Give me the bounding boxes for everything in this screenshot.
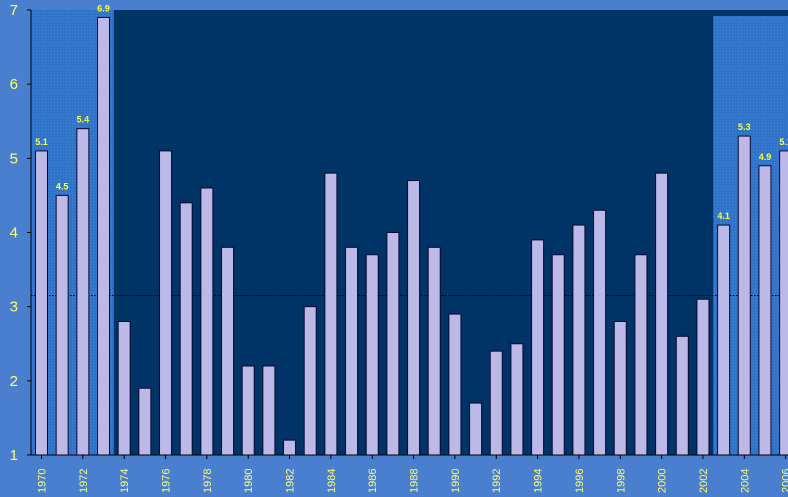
bar-1974 xyxy=(117,321,131,456)
bar-1993 xyxy=(510,343,524,456)
bar-1989 xyxy=(427,246,441,456)
bar-2005 xyxy=(758,165,772,456)
x-tick-label: 2002 xyxy=(698,469,710,493)
x-tick-label: 1980 xyxy=(243,469,255,493)
x-tick-label: 1972 xyxy=(78,469,90,493)
bar-1978 xyxy=(200,187,214,456)
bar-1979 xyxy=(221,246,235,456)
y-tick-label: 3 xyxy=(10,299,18,316)
y-tick-label: 4 xyxy=(10,225,18,242)
bar-1971 xyxy=(55,194,69,456)
bar-1992 xyxy=(489,350,503,456)
x-tick-label: 1984 xyxy=(326,469,338,493)
y-tick-label: 1 xyxy=(10,447,18,464)
bar-2000 xyxy=(655,172,669,456)
bar-2002 xyxy=(696,298,710,456)
x-tick-label: 1992 xyxy=(491,469,503,493)
bar-1973 xyxy=(97,16,111,456)
bar-1986 xyxy=(365,254,379,456)
x-tick-label: 1982 xyxy=(285,469,297,493)
bar-1976 xyxy=(159,150,173,456)
bar-1985 xyxy=(345,246,359,456)
bar-1984 xyxy=(324,172,338,456)
bar-1983 xyxy=(303,306,317,456)
y-tick-label: 2 xyxy=(10,373,18,390)
bar-1998 xyxy=(613,321,627,456)
x-tick-label: 1978 xyxy=(202,469,214,493)
data-label-1970: 5.1 xyxy=(35,137,48,147)
x-tick-label: 1976 xyxy=(161,469,173,493)
bar-1991 xyxy=(469,402,483,456)
bar-1999 xyxy=(634,254,648,456)
bar-1975 xyxy=(138,387,152,456)
bar-1997 xyxy=(593,209,607,456)
bar-1994 xyxy=(531,239,545,456)
bar-1988 xyxy=(407,180,421,456)
bar-1980 xyxy=(241,365,255,456)
data-label-2006: 5.1 xyxy=(779,137,788,147)
x-tick-label: 2006 xyxy=(781,469,788,493)
bar-2003 xyxy=(717,224,731,456)
bar-2004 xyxy=(737,135,751,456)
x-tick-label: 1998 xyxy=(615,469,627,493)
data-label-2003: 4.1 xyxy=(717,211,730,221)
bar-1987 xyxy=(386,232,400,456)
x-tick-label: 2004 xyxy=(739,469,751,493)
data-label-1973: 6.9 xyxy=(97,3,110,13)
x-tick-label: 1988 xyxy=(409,469,421,493)
data-label-2004: 5.3 xyxy=(738,122,751,132)
x-tick-label: 1994 xyxy=(533,469,545,493)
data-label-2005: 4.9 xyxy=(759,152,772,162)
y-tick-label: 6 xyxy=(10,76,18,93)
bar-1990 xyxy=(448,313,462,456)
bar-1977 xyxy=(179,202,193,456)
bar-1981 xyxy=(262,365,276,456)
bar-1996 xyxy=(572,224,586,456)
bar-1972 xyxy=(76,128,90,456)
y-tick-label: 7 xyxy=(10,2,18,19)
x-tick-label: 1996 xyxy=(574,469,586,493)
x-tick-label: 1990 xyxy=(450,469,462,493)
x-tick-label: 1974 xyxy=(119,469,131,493)
bar-2001 xyxy=(675,335,689,456)
x-tick-label: 1986 xyxy=(367,469,379,493)
bar-2006 xyxy=(779,150,788,456)
data-label-1972: 5.4 xyxy=(77,115,90,125)
bar-1970 xyxy=(35,150,48,456)
x-tick-label: 1970 xyxy=(37,469,49,493)
data-label-1971: 4.5 xyxy=(56,181,69,191)
bar-1982 xyxy=(283,439,297,456)
x-tick-label: 2000 xyxy=(657,469,669,493)
y-tick-label: 5 xyxy=(10,150,18,167)
bar-1995 xyxy=(551,254,565,456)
